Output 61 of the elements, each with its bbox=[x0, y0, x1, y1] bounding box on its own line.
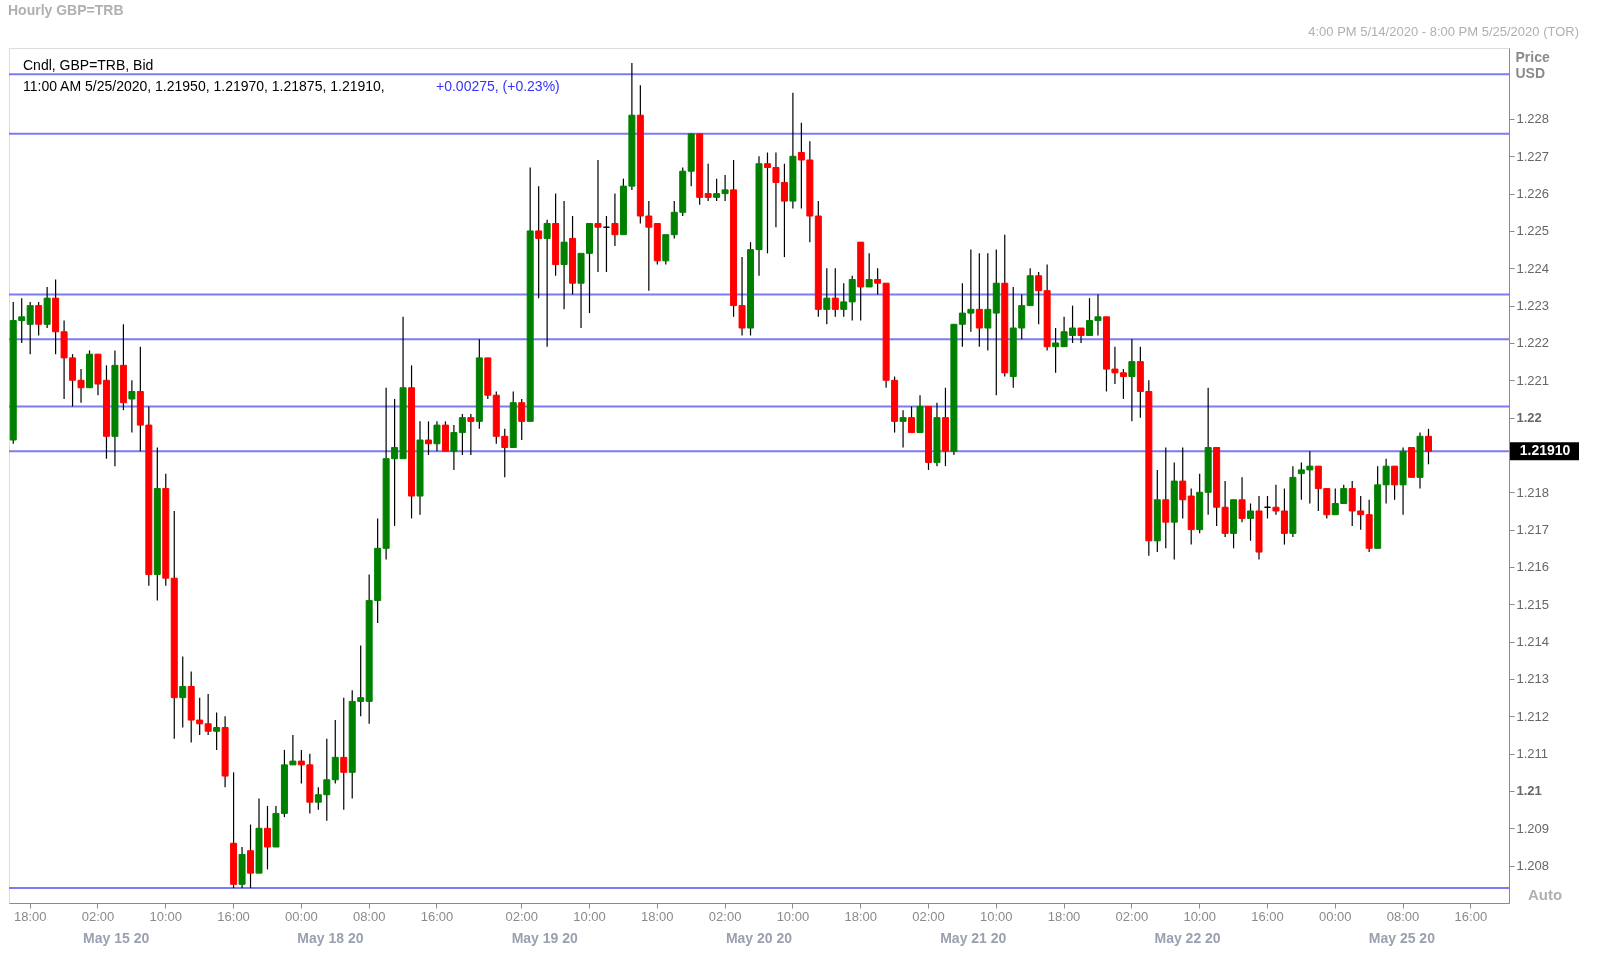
ref-line-label: 1.21910 bbox=[1519, 442, 1571, 459]
x-tick-label: 18:00 bbox=[1047, 908, 1081, 924]
y-tick-label: 1.217 bbox=[1516, 522, 1550, 538]
candlestick bbox=[611, 193, 619, 246]
x-tick-label: 10:00 bbox=[149, 908, 183, 924]
y-tick-label: 1.222 bbox=[1516, 335, 1550, 351]
y-tick-label: 1.211 bbox=[1516, 746, 1549, 762]
candlestick bbox=[560, 201, 568, 310]
y-tick-label: 1.218 bbox=[1516, 484, 1550, 500]
x-tick-label: 02:00 bbox=[912, 908, 945, 924]
text: May 20 20 bbox=[725, 930, 793, 946]
x-tick-label: 16:00 bbox=[1454, 908, 1488, 924]
x-tick-label: 18:00 bbox=[641, 908, 674, 924]
x-tick-label: 02:00 bbox=[505, 908, 538, 924]
y-tick-label: 1.213 bbox=[1516, 671, 1550, 687]
y-tick-label: 1.22 bbox=[1516, 410, 1542, 426]
x-tick-label: 08:00 bbox=[1386, 908, 1420, 924]
y-axis-title: Price USD bbox=[1515, 48, 1550, 81]
text: May 19 20 bbox=[511, 930, 578, 946]
x-tick-label: 10:00 bbox=[1183, 908, 1216, 924]
annotation: Cndl, GBP=TRB, Bid bbox=[23, 57, 154, 73]
x-tick-label: 00:00 bbox=[285, 908, 318, 924]
x-tick-label: 10:00 bbox=[980, 908, 1013, 924]
candlestick bbox=[1238, 477, 1246, 523]
y-tick-label: 1.228 bbox=[1516, 111, 1550, 127]
x-tick-label: 02:00 bbox=[81, 908, 115, 924]
annotation: +0.00275, (+0.23%) bbox=[436, 78, 560, 94]
y-tick-label: 1.212 bbox=[1516, 708, 1550, 724]
x-tick-label: 10:00 bbox=[776, 908, 810, 924]
text: May 21 20 bbox=[940, 930, 1007, 946]
y-tick-label: 1.223 bbox=[1516, 298, 1550, 314]
candlestick bbox=[899, 410, 907, 448]
x-tick-label: 08:00 bbox=[352, 908, 386, 924]
x-tick-label: 16:00 bbox=[420, 908, 454, 924]
x-tick-label: 18:00 bbox=[13, 908, 47, 924]
text: Auto bbox=[1527, 886, 1563, 903]
y-tick-label: 1.21 bbox=[1516, 783, 1542, 799]
x-tick-label: 00:00 bbox=[1319, 908, 1352, 924]
text: May 25 20 bbox=[1368, 930, 1436, 946]
chart-subtitle: 4:00 PM 5/14/2020 - 8:00 PM 5/25/2020 (TOR) bbox=[1308, 24, 1579, 39]
y-tick-label: 1.227 bbox=[1516, 148, 1550, 164]
y-tick-label: 1.226 bbox=[1516, 186, 1550, 202]
annotation: 11:00 AM 5/25/2020, 1.21950, 1.21970, 1.21875, 1.21910, bbox=[23, 78, 385, 94]
y-tick-label: 1.216 bbox=[1516, 559, 1550, 575]
chart-title: Hourly GBP=TRB bbox=[8, 2, 124, 18]
text: May 15 20 bbox=[83, 930, 150, 946]
x-tick-label: 02:00 bbox=[708, 908, 742, 924]
x-tick-label: 10:00 bbox=[573, 908, 606, 924]
y-tick-label: 1.214 bbox=[1516, 634, 1550, 650]
y-tick-label: 1.225 bbox=[1516, 223, 1550, 239]
text: May 22 20 bbox=[1154, 930, 1221, 946]
text: May 18 20 bbox=[297, 930, 364, 946]
y-tick-label: 1.208 bbox=[1516, 858, 1550, 874]
x-tick-label: 16:00 bbox=[217, 908, 250, 924]
x-tick-label: 02:00 bbox=[1115, 908, 1149, 924]
y-tick-label: 1.209 bbox=[1516, 820, 1550, 836]
x-tick-label: 18:00 bbox=[844, 908, 877, 924]
y-tick-label: 1.224 bbox=[1516, 260, 1550, 276]
y-tick-label: 1.215 bbox=[1516, 596, 1550, 612]
y-tick-label: 1.221 bbox=[1516, 372, 1550, 388]
x-tick-label: 16:00 bbox=[1251, 908, 1284, 924]
